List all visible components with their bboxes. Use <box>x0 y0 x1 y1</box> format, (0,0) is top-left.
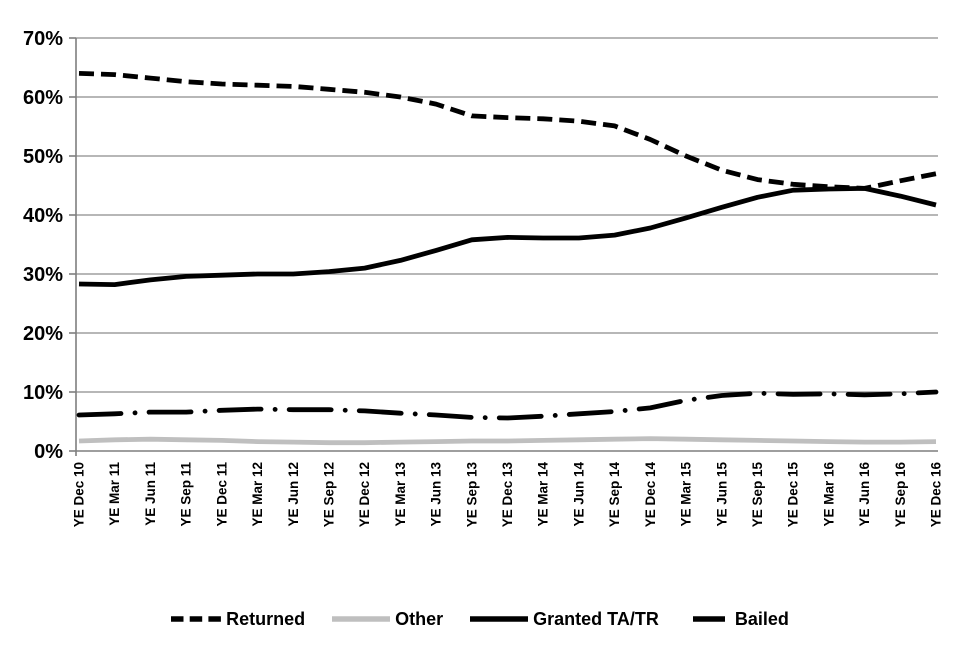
legend-label-bailed: Bailed <box>734 608 789 629</box>
legend-label-other: Other <box>395 608 444 629</box>
legend-sample-returned-line-icon <box>171 616 222 622</box>
legend-sample-granted-ta-tr-line-icon <box>470 616 529 622</box>
legend-sample-bailed-line-icon <box>692 616 725 622</box>
x-tick-label: YE Jun 11 <box>143 462 158 526</box>
x-tick-label: YE Jun 16 <box>857 462 872 527</box>
x-tick-label: YE Sep 13 <box>464 462 479 528</box>
legend-item-bailed: Bailed <box>686 609 789 630</box>
y-tick-label: 10% <box>23 382 63 404</box>
x-tick-label: YE Sep 11 <box>179 462 194 527</box>
x-tick-label: YE Jun 15 <box>714 462 729 527</box>
y-tick-label: 50% <box>23 146 63 168</box>
x-tick-label: YE Sep 16 <box>893 462 908 528</box>
x-tick-label: YE Mar 13 <box>393 462 408 527</box>
legend-sample-other-line-icon <box>332 616 391 622</box>
x-tick-label: YE Mar 11 <box>107 462 122 526</box>
series-line-other <box>78 436 937 446</box>
y-tick-label: 60% <box>23 87 63 109</box>
x-tick-label: YE Dec 12 <box>357 462 372 527</box>
x-tick-label: YE Dec 13 <box>500 462 515 528</box>
x-tick-label: YE Sep 12 <box>321 462 336 527</box>
x-tick-label: YE Mar 14 <box>536 462 551 527</box>
x-tick-label: YE Jun 14 <box>571 462 586 527</box>
x-tick-label: YE Dec 15 <box>786 462 801 528</box>
series-line-bailed <box>76 389 939 421</box>
y-tick-label: 0% <box>34 441 63 463</box>
chart-legend: Returned Other Granted TA/TR Bailed <box>0 603 960 635</box>
y-tick-label: 70% <box>23 28 63 50</box>
x-tick-label: YE Dec 14 <box>643 462 658 528</box>
x-tick-label: YE Sep 14 <box>607 462 622 528</box>
x-tick-label: YE Mar 12 <box>250 462 265 527</box>
x-tick-label: YE Dec 11 <box>214 462 229 527</box>
x-tick-label: YE Jun 12 <box>286 462 301 527</box>
y-tick-label: 30% <box>23 264 63 286</box>
y-tick-label: 40% <box>23 205 63 227</box>
legend-item-granted-ta-tr: Granted TA/TR <box>470 609 659 630</box>
legend-item-other: Other <box>332 609 443 630</box>
x-tick-label: YE Sep 15 <box>750 462 765 528</box>
series-line-granted-ta-tr <box>78 185 937 288</box>
x-tick-label: YE Mar 15 <box>679 462 694 527</box>
x-tick-label: YE Mar 16 <box>821 462 836 527</box>
x-tick-label: YE Dec 10 <box>72 462 87 527</box>
legend-item-returned: Returned <box>171 609 305 630</box>
y-tick-label: 20% <box>23 323 63 345</box>
series-line-returned <box>78 71 937 191</box>
legend-label-granted-ta-tr: Granted TA/TR <box>533 608 659 629</box>
legend-label-returned: Returned <box>226 608 306 629</box>
x-tick-label: YE Jun 13 <box>429 462 444 527</box>
x-tick-label: YE Dec 16 <box>929 462 944 528</box>
